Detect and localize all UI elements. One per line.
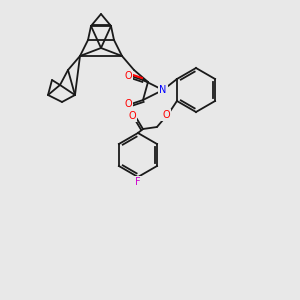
Text: F: F [135,177,141,187]
Text: O: O [124,71,132,81]
Text: N: N [159,85,167,95]
Text: O: O [128,111,136,121]
Text: O: O [162,110,170,120]
Text: O: O [124,99,132,109]
